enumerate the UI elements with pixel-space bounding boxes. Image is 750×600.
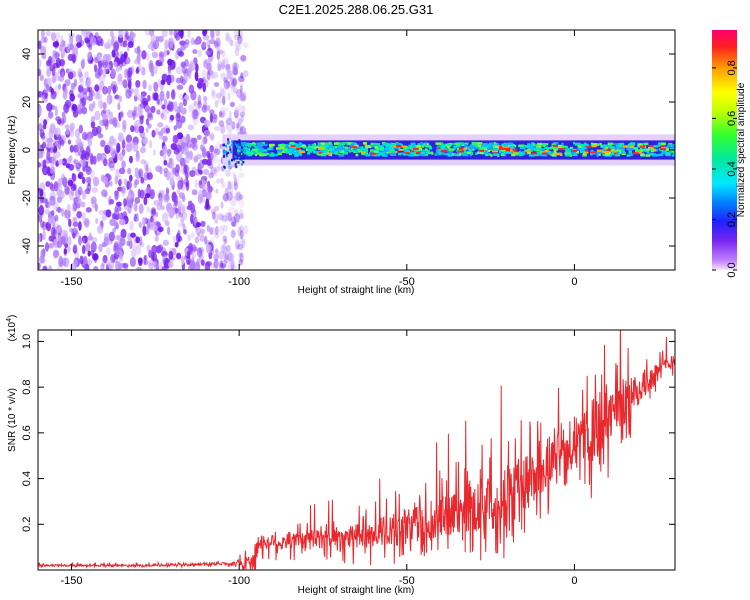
colorbar-tick-label: 0.4 — [726, 161, 738, 176]
snr-y-tick-label: 0.2 — [21, 517, 33, 532]
snr-y-scale-base: (x10 — [7, 321, 18, 341]
colorbar-label: Normalized spectral amplitude — [736, 82, 747, 217]
snr-x-tick-label: 0 — [571, 575, 577, 587]
colorbar-tick-label: 0.2 — [726, 212, 738, 227]
colorbar: 0.0 0.2 0.4 0.6 0.8 Normalized spectral ampl… — [712, 30, 747, 278]
snr-y-ticks: 0.2 0.4 0.6 0.8 1.0 — [21, 334, 675, 532]
snr-y-tick-label: 1.0 — [21, 334, 33, 349]
spectrogram-x-tick-label: -100 — [228, 276, 250, 288]
spectrogram-panel: -150 -100 -50 0 -40 -20 0 20 40 Height of strai… — [7, 29, 676, 296]
spectrogram-x-label: Height of straight line (km) — [298, 285, 415, 296]
snr-y-tick-label: 0.8 — [21, 379, 33, 394]
spectrogram-y-tick-label: 0 — [21, 147, 33, 153]
snr-y-tick-label: 0.4 — [21, 471, 33, 486]
spectrogram-signal-band — [222, 134, 675, 169]
spectrogram-y-tick-label: 20 — [21, 96, 33, 108]
snr-panel: -150 -100 -50 0 0.2 0.4 0.6 0.8 1.0 Height of s… — [6, 315, 676, 596]
chart-title: C2E1.2025.288.06.25.G31 — [278, 2, 434, 17]
colorbar-gradient — [712, 30, 737, 270]
colorbar-tick-label: 0.6 — [726, 111, 738, 126]
spectrogram-x-ticks: -150 -100 -50 0 — [61, 30, 577, 288]
colorbar-tick-label: 0.8 — [726, 60, 738, 75]
snr-y-scale-exp: 4 — [6, 318, 13, 322]
spectrogram-x-tick-label: -150 — [61, 276, 83, 288]
snr-x-tick-label: -150 — [61, 575, 83, 587]
spectrogram-y-tick-label: 40 — [21, 48, 33, 60]
spectrogram-y-tick-label: -20 — [21, 190, 33, 206]
snr-x-ticks: -150 -100 -50 0 — [61, 330, 577, 587]
spectrogram-x-tick-label: -50 — [399, 276, 415, 288]
colorbar-ticks: 0.0 0.2 0.4 0.6 0.8 — [712, 60, 738, 278]
snr-y-label: SNR (10 * v/v) — [7, 388, 18, 452]
snr-x-label: Height of straight line (km) — [298, 585, 415, 596]
spectrogram-y-ticks: -40 -20 0 20 40 — [21, 48, 675, 254]
spectrogram-y-label: Frequency (Hz) — [7, 116, 18, 185]
snr-x-tick-label: -50 — [399, 575, 415, 587]
colorbar-tick-label: 0.0 — [726, 262, 738, 277]
snr-x-tick-label: -100 — [228, 575, 250, 587]
snr-series-line — [38, 330, 675, 570]
snr-y-scale: (x104) — [6, 315, 18, 342]
snr-y-tick-label: 0.6 — [21, 425, 33, 440]
spectrogram-y-tick-label: -40 — [21, 238, 33, 254]
spectrogram-x-tick-label: 0 — [571, 276, 577, 288]
